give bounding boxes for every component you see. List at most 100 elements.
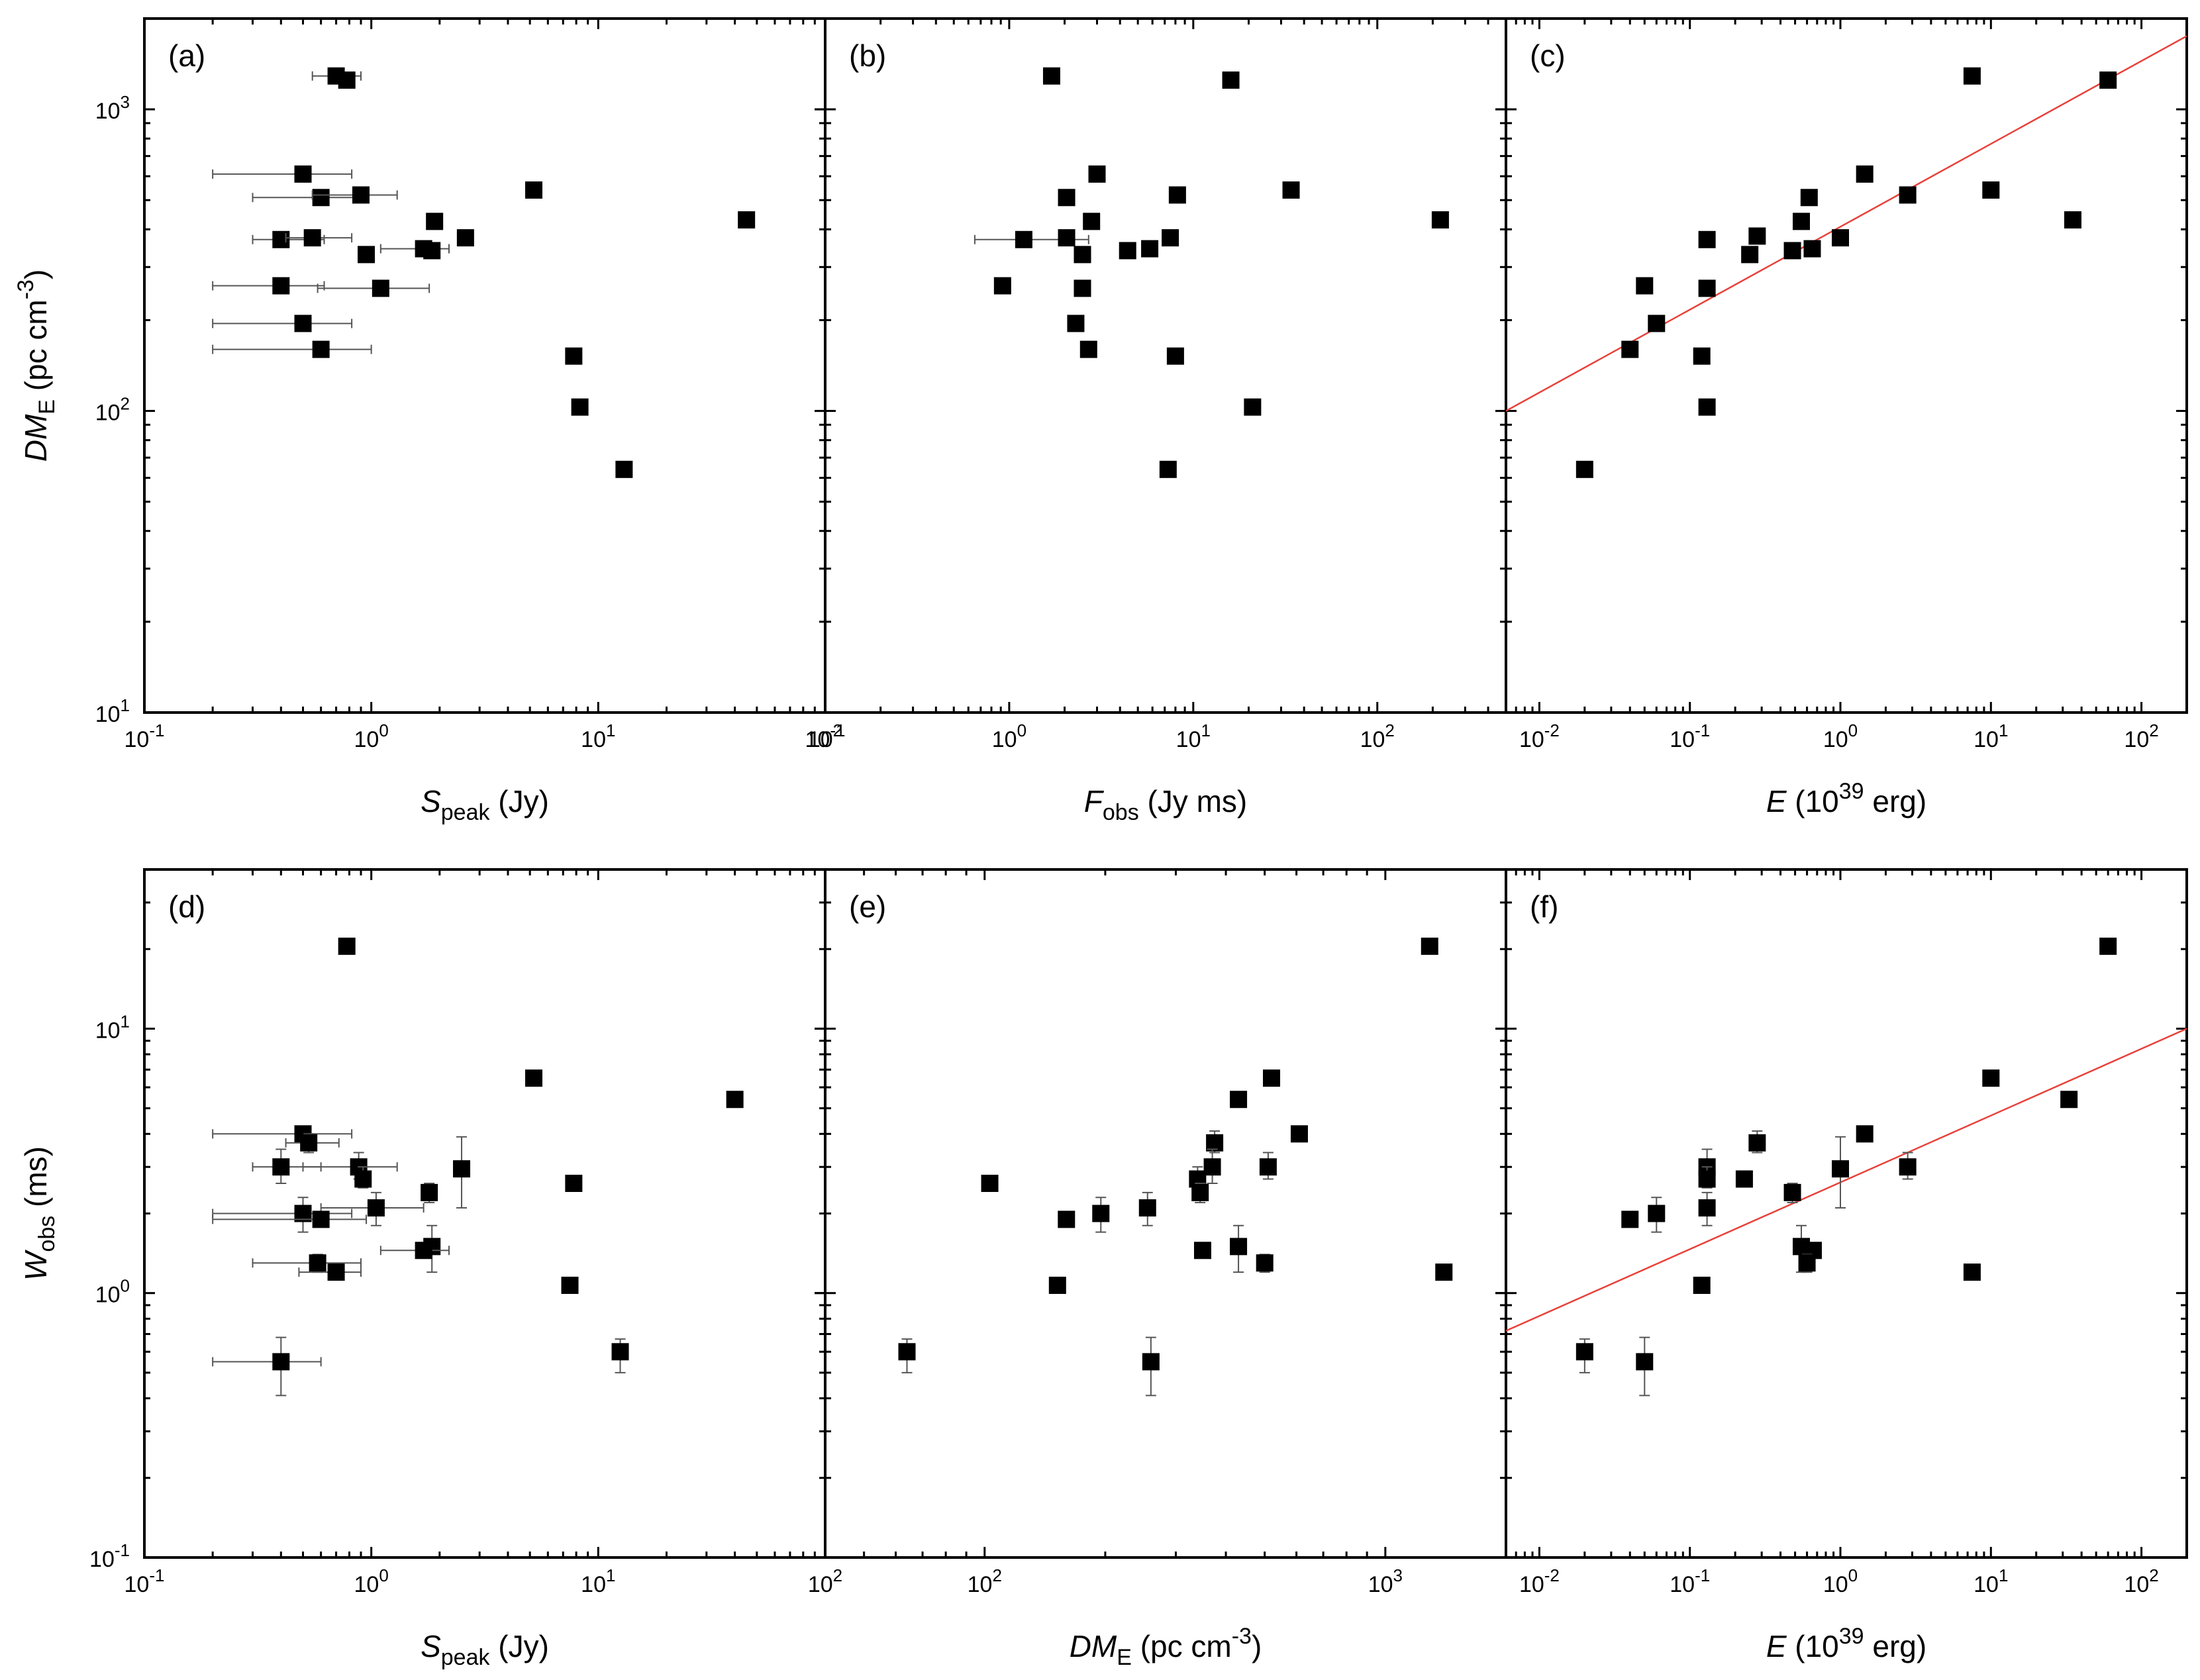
data-point	[354, 1170, 372, 1188]
data-point	[300, 1134, 318, 1152]
data-point	[1698, 1170, 1716, 1188]
data-point	[1088, 165, 1106, 183]
x-tick-label: 100	[354, 720, 389, 752]
x-tick-label: 102	[2124, 720, 2158, 752]
x-tick-label: 10-2	[1519, 720, 1560, 752]
data-point	[1856, 165, 1874, 183]
x-tick-label: 101	[1974, 720, 2008, 752]
panel-label: (e)	[849, 889, 886, 924]
data-point	[1963, 67, 1981, 85]
data-point	[1230, 1091, 1248, 1109]
data-point	[1636, 277, 1654, 295]
y-tick-label: 103	[95, 92, 130, 124]
x-tick-label: 102	[808, 720, 842, 752]
data-layer	[974, 67, 1449, 478]
data-point	[1698, 279, 1716, 297]
data-point	[415, 1242, 432, 1260]
panel-label: (c)	[1530, 38, 1566, 73]
data-point	[1783, 242, 1801, 260]
data-point	[1798, 1254, 1816, 1272]
panel-c: 10-2 10-1 100 101 102 (c) E (1039 erg)	[1495, 17, 2188, 818]
x-tick-label: 10-1	[1670, 720, 1710, 752]
data-point	[525, 181, 543, 199]
data-point	[1048, 1276, 1066, 1294]
data-point	[981, 1175, 999, 1193]
data-point	[1058, 1211, 1075, 1228]
data-layer	[898, 937, 1453, 1397]
plot-frame	[1505, 868, 2188, 1559]
data-point	[1741, 246, 1759, 264]
data-point	[1074, 246, 1091, 264]
data-point	[2064, 211, 2081, 229]
data-point	[1142, 1353, 1160, 1371]
data-point	[303, 229, 321, 247]
data-point	[338, 71, 356, 89]
data-point	[738, 211, 756, 229]
data-point	[1636, 1353, 1654, 1371]
data-point	[1748, 227, 1766, 245]
data-point	[1698, 230, 1716, 248]
x-tick-label: 10-1	[1670, 1565, 1710, 1597]
data-point	[1256, 1254, 1274, 1272]
data-point	[1083, 213, 1101, 230]
x-tick-label: 103	[1368, 1565, 1403, 1597]
data-point	[1621, 340, 1639, 358]
x-axis-label: DME (pc cm-3)	[1070, 1624, 1262, 1670]
data-layer	[212, 937, 744, 1397]
x-tick-label: 101	[581, 1565, 615, 1597]
x-tick-label: 101	[1176, 720, 1211, 752]
data-point	[993, 277, 1011, 295]
data-point	[352, 186, 370, 204]
x-tick-label: 10-1	[125, 720, 165, 752]
x-tick-label: 100	[354, 1565, 389, 1597]
data-point	[1067, 315, 1085, 332]
data-point	[338, 937, 356, 955]
data-point	[1159, 460, 1177, 478]
data-point	[272, 1158, 290, 1176]
y-tick-label: 101	[95, 1011, 130, 1043]
data-point	[312, 340, 330, 358]
panel-f: 10-2 10-1 100 101 102 (f) E (1039 erg)	[1495, 868, 2188, 1663]
plot-frame	[824, 868, 1507, 1559]
x-tick-label: 100	[1823, 720, 1858, 752]
data-point	[1783, 1183, 1801, 1201]
data-point	[1191, 1183, 1209, 1201]
data-point	[421, 1183, 438, 1201]
data-point	[1166, 347, 1184, 365]
data-point	[1074, 279, 1091, 297]
data-point	[272, 277, 290, 295]
data-point	[1162, 229, 1179, 247]
x-tick-label: 102	[808, 1565, 842, 1597]
data-point	[1421, 937, 1438, 955]
data-point	[565, 1175, 583, 1193]
x-axis-label: Speak (Jy)	[421, 1629, 549, 1670]
data-point	[611, 1343, 629, 1361]
y-axis-label: DME (pc cm-3)	[13, 270, 60, 462]
data-point	[1575, 460, 1593, 478]
data-point	[1735, 1170, 1753, 1188]
plot-frame	[143, 17, 826, 714]
data-point	[1575, 1343, 1593, 1361]
data-point	[1193, 1242, 1211, 1260]
data-point	[1119, 242, 1136, 260]
data-point	[1748, 1134, 1766, 1152]
x-axis-label: E (1039 erg)	[1766, 779, 1926, 818]
data-point	[1203, 1158, 1221, 1176]
y-tick-label: 10-1	[89, 1540, 130, 1572]
x-tick-label: 10-1	[125, 1565, 165, 1597]
data-point	[1244, 398, 1262, 416]
panel-label: (f)	[1530, 889, 1558, 924]
data-point	[1435, 1263, 1453, 1281]
data-point	[453, 1160, 471, 1178]
data-point	[1832, 1160, 1850, 1178]
data-point	[1263, 1069, 1281, 1087]
data-point	[272, 1353, 290, 1371]
x-tick-label: 102	[2124, 1565, 2158, 1597]
data-point	[367, 1199, 385, 1217]
y-tick-label: 100	[95, 1276, 130, 1308]
data-point	[525, 1069, 543, 1087]
data-point	[294, 165, 312, 183]
data-point	[1803, 240, 1821, 258]
data-point	[1230, 1238, 1248, 1256]
